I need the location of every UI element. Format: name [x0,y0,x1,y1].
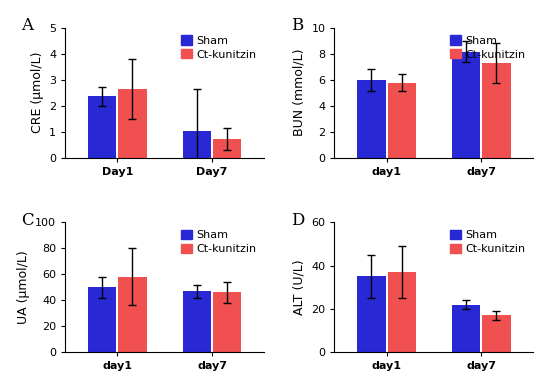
Bar [482,63,510,158]
Legend: Sham, Ct-kunitzin: Sham, Ct-kunitzin [448,228,528,256]
Bar [388,83,416,158]
Text: A: A [21,17,34,34]
Bar [452,52,480,158]
Bar [213,139,241,158]
Bar [118,89,147,158]
Bar [183,291,211,352]
Bar [88,287,117,352]
Bar [88,97,117,158]
Bar [452,305,480,352]
Text: B: B [291,17,303,34]
Legend: Sham, Ct-kunitzin: Sham, Ct-kunitzin [178,33,258,62]
Y-axis label: ALT (U/L): ALT (U/L) [293,260,306,315]
Bar [183,131,211,158]
Y-axis label: UA (μmol/L): UA (μmol/L) [16,250,30,324]
Bar [118,277,147,352]
Legend: Sham, Ct-kunitzin: Sham, Ct-kunitzin [448,33,528,62]
Bar [388,272,416,352]
Bar [482,315,510,352]
Y-axis label: BUN (mmol/L): BUN (mmol/L) [293,49,306,136]
Text: C: C [21,212,34,229]
Bar [357,80,386,158]
Legend: Sham, Ct-kunitzin: Sham, Ct-kunitzin [178,228,258,256]
Bar [357,276,386,352]
Bar [213,293,241,352]
Text: D: D [291,212,304,229]
Y-axis label: CRE (μmol/L): CRE (μmol/L) [31,52,43,133]
